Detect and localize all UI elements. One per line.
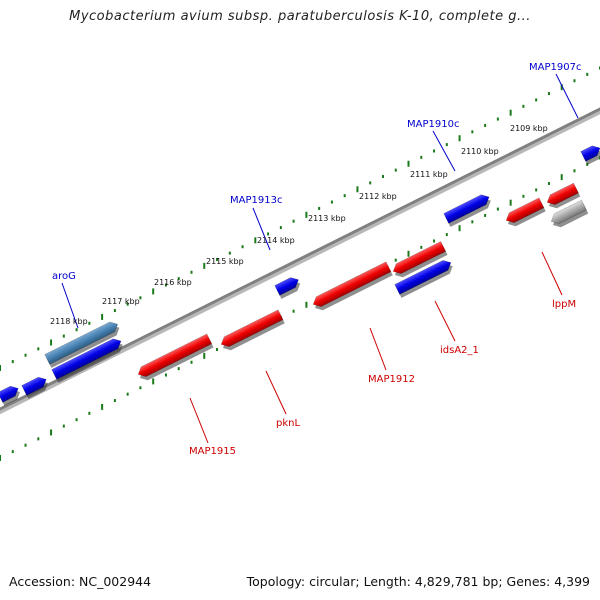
leader-line bbox=[189, 397, 209, 444]
feature-forward bbox=[51, 338, 123, 383]
feature-lppM bbox=[546, 182, 581, 209]
leader-line bbox=[369, 327, 387, 371]
kbp-label: 2110 kbp bbox=[461, 147, 499, 156]
leader-line bbox=[265, 370, 287, 415]
topology-text: Topology: circular; Length: 4,829,781 bp… bbox=[246, 574, 590, 589]
feature-face bbox=[546, 182, 579, 205]
inner-ruler bbox=[0, 156, 600, 461]
feature-face bbox=[0, 385, 19, 403]
kbp-label: 2111 kbp bbox=[410, 170, 448, 179]
label-aroG: aroG bbox=[52, 271, 76, 282]
kbp-label: 2109 kbp bbox=[510, 124, 548, 133]
feature-face bbox=[274, 277, 299, 296]
feature-face bbox=[51, 338, 122, 380]
label-MAP1915: MAP1915 bbox=[189, 446, 236, 457]
feature-face bbox=[137, 333, 213, 377]
feature-forward bbox=[21, 376, 49, 399]
label-pknL: pknL bbox=[276, 418, 300, 429]
feature-pknL bbox=[220, 309, 285, 351]
feature-other bbox=[550, 199, 589, 228]
feature-aroG bbox=[44, 321, 120, 368]
feature-MAP1912 bbox=[312, 261, 393, 311]
leader-line bbox=[432, 130, 456, 172]
feature-face bbox=[505, 197, 545, 223]
feature-MAP1907c bbox=[580, 145, 600, 165]
label-layer: 2109 kbp 2110 kbp 2111 kbp 2112 kbp 2113 kbp… bbox=[50, 62, 581, 457]
feature-face bbox=[44, 321, 119, 365]
kbp-label: 2113 kbp bbox=[308, 214, 346, 223]
label-MAP1913c: MAP1913c bbox=[230, 195, 282, 206]
label-MAP1907c: MAP1907c bbox=[529, 62, 581, 73]
kbp-label: 2116 kbp bbox=[154, 278, 192, 287]
kbp-label: 2115 kbp bbox=[206, 257, 244, 266]
label-MAP1912: MAP1912 bbox=[368, 374, 415, 385]
backbone-layer bbox=[0, 107, 600, 415]
leader-layer bbox=[61, 73, 579, 444]
leader-line bbox=[555, 73, 579, 119]
feature-MAP1910c bbox=[443, 194, 491, 227]
feature-face bbox=[220, 309, 284, 347]
label-lppM: lppM bbox=[552, 299, 576, 310]
label-idsA2_1: idsA2_1 bbox=[440, 345, 479, 356]
feature-face bbox=[580, 145, 600, 162]
feature-forward bbox=[0, 385, 20, 406]
kbp-label: 2112 kbp bbox=[359, 192, 397, 201]
feature-MAP1915 bbox=[137, 333, 214, 381]
feature-face bbox=[21, 376, 47, 396]
feature-layer bbox=[0, 145, 600, 406]
leader-line bbox=[434, 300, 456, 342]
feature-reverse bbox=[505, 197, 546, 227]
feature-MAP1913c bbox=[274, 277, 301, 299]
leader-line bbox=[61, 282, 79, 329]
label-MAP1910c: MAP1910c bbox=[407, 119, 459, 130]
accession-text: Accession: NC_002944 bbox=[9, 574, 152, 589]
leader-line bbox=[252, 207, 271, 251]
feature-face bbox=[550, 199, 587, 224]
feature-face bbox=[312, 261, 392, 307]
kbp-label: 2114 kbp bbox=[257, 236, 295, 245]
feature-face bbox=[443, 194, 490, 224]
feature-face bbox=[392, 241, 447, 274]
feature-face bbox=[394, 260, 452, 295]
leader-line bbox=[541, 251, 563, 296]
kbp-label: 2117 kbp bbox=[102, 297, 140, 306]
map-title: Mycobacterium avium subsp. paratuberculo… bbox=[69, 9, 531, 24]
kbp-label: 2118 kbp bbox=[50, 317, 88, 326]
feature-forward bbox=[394, 260, 453, 298]
feature-idsA2_1 bbox=[392, 241, 448, 278]
